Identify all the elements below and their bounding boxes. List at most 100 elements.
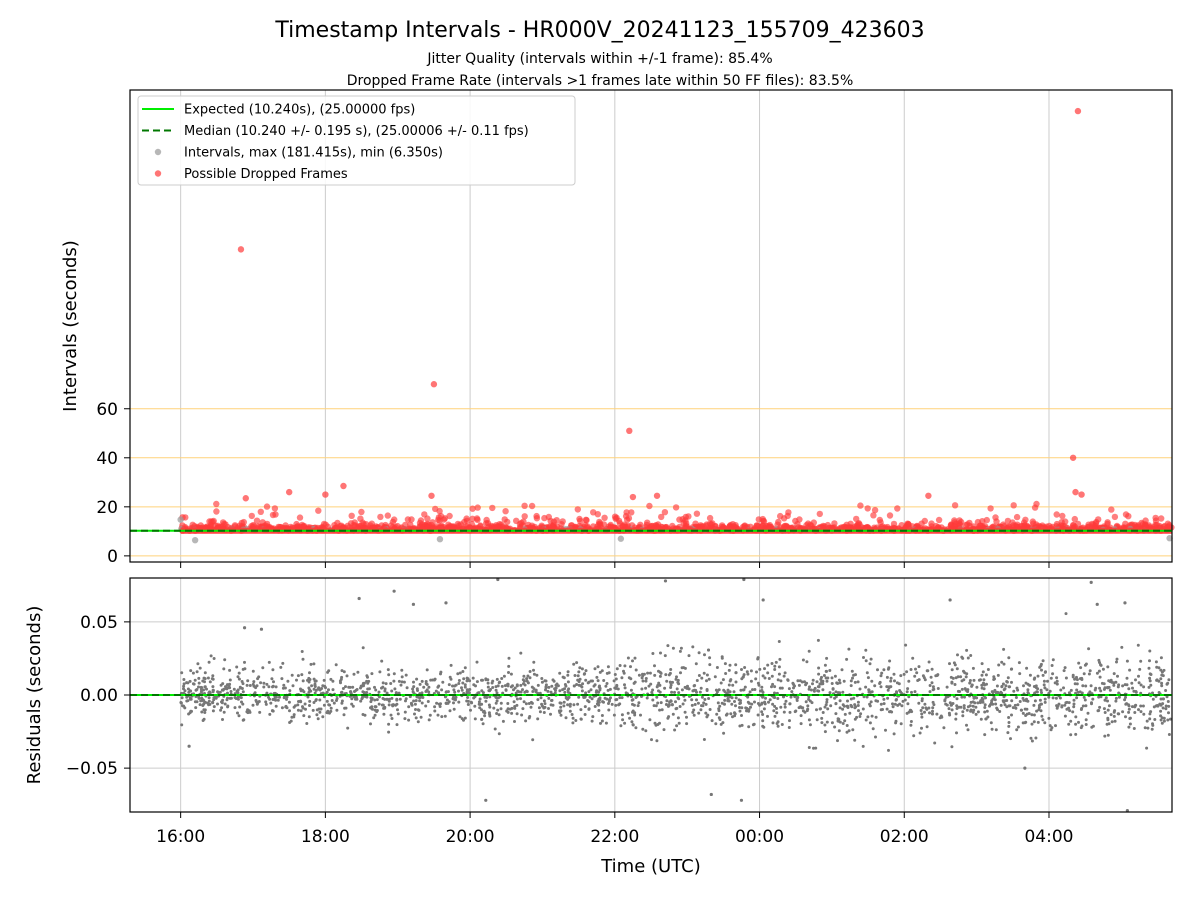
residual-point [326, 709, 330, 713]
interval-point [1059, 512, 1066, 520]
residual-point [980, 683, 984, 687]
residual-point [480, 708, 483, 712]
residual-point [1060, 705, 1064, 709]
interval-point [993, 518, 1000, 525]
residual-point [403, 710, 407, 714]
residual-point [568, 704, 572, 708]
residual-point [843, 712, 847, 716]
residual-point [651, 652, 655, 655]
residual-point [197, 676, 201, 680]
residual-point [874, 699, 878, 703]
residual-point [1127, 687, 1131, 691]
residual-point [1142, 712, 1146, 716]
residual-point [1104, 696, 1108, 700]
residual-point [1072, 705, 1076, 709]
residual-point [1029, 736, 1033, 740]
residual-point [650, 690, 654, 694]
residual-point [728, 679, 732, 683]
residual-point [659, 671, 663, 675]
residual-point [313, 691, 317, 695]
residual-point [452, 701, 455, 705]
residual-point [1127, 725, 1131, 729]
residual-point [743, 685, 747, 689]
residual-point [1143, 726, 1147, 730]
residual-point [274, 695, 278, 699]
residual-point [1165, 695, 1169, 699]
residual-point [796, 679, 800, 683]
residual-point [949, 675, 953, 679]
residual-point [1030, 739, 1034, 743]
residual-point [405, 686, 409, 690]
residual-point [675, 724, 679, 728]
residual-point [189, 709, 193, 713]
residual-point [241, 702, 245, 706]
residual-point [457, 700, 461, 704]
residual-point [929, 675, 933, 679]
interval-point [577, 517, 584, 525]
residual-point [501, 691, 505, 695]
residual-point [496, 577, 500, 582]
residual-point [614, 703, 618, 707]
residual-point [1123, 683, 1127, 687]
residual-point [197, 695, 201, 699]
residual-point [1148, 679, 1152, 683]
residual-point [820, 682, 823, 686]
residual-point [471, 676, 475, 680]
residual-point [718, 704, 722, 708]
residual-point [783, 702, 787, 706]
residual-point [1032, 720, 1036, 724]
residual-point [1117, 712, 1121, 716]
residual-point [559, 705, 563, 709]
residual-point [1088, 669, 1092, 673]
residual-point [1124, 702, 1128, 706]
residual-point [663, 654, 667, 658]
residual-point [270, 677, 274, 681]
residual-point [961, 710, 965, 714]
residual-point [280, 677, 284, 681]
interval-point [807, 521, 814, 528]
residual-point [486, 685, 490, 689]
residual-point [608, 687, 612, 691]
residual-point [879, 702, 883, 706]
residual-point [916, 679, 920, 682]
residual-point [463, 683, 467, 687]
residual-point [1166, 718, 1170, 722]
residual-point [188, 689, 192, 693]
residual-point [1159, 703, 1163, 707]
residual-point [1125, 659, 1129, 663]
residual-point [618, 664, 622, 667]
residual-point [808, 723, 812, 727]
residual-point [202, 702, 206, 706]
residual-point [521, 707, 525, 711]
residual-point [550, 699, 553, 702]
residual-point [738, 702, 742, 705]
residual-point [467, 691, 471, 695]
residual-point [849, 684, 853, 688]
residual-point [1030, 722, 1034, 726]
residual-point [649, 682, 653, 686]
residual-point [512, 688, 515, 692]
interval-point [404, 516, 412, 523]
residual-point [777, 665, 781, 669]
residual-point [954, 717, 958, 721]
residual-point [1064, 612, 1068, 616]
residual-point [1113, 719, 1117, 723]
residual-point [631, 723, 635, 727]
interval-point [177, 516, 184, 523]
interval-point [521, 502, 528, 509]
residual-point [550, 684, 554, 688]
residual-point [1112, 714, 1116, 718]
residual-point [284, 704, 288, 708]
residual-point [561, 688, 565, 692]
residual-point [962, 678, 966, 682]
residual-point [1138, 667, 1142, 671]
residual-point [1038, 698, 1042, 702]
residual-point [427, 685, 431, 689]
residual-point [1132, 727, 1136, 730]
residual-point [558, 711, 562, 714]
interval-point [935, 516, 943, 524]
residual-point [383, 706, 387, 710]
residual-point [773, 668, 777, 671]
residual-point [473, 717, 477, 721]
residual-point [888, 659, 892, 663]
